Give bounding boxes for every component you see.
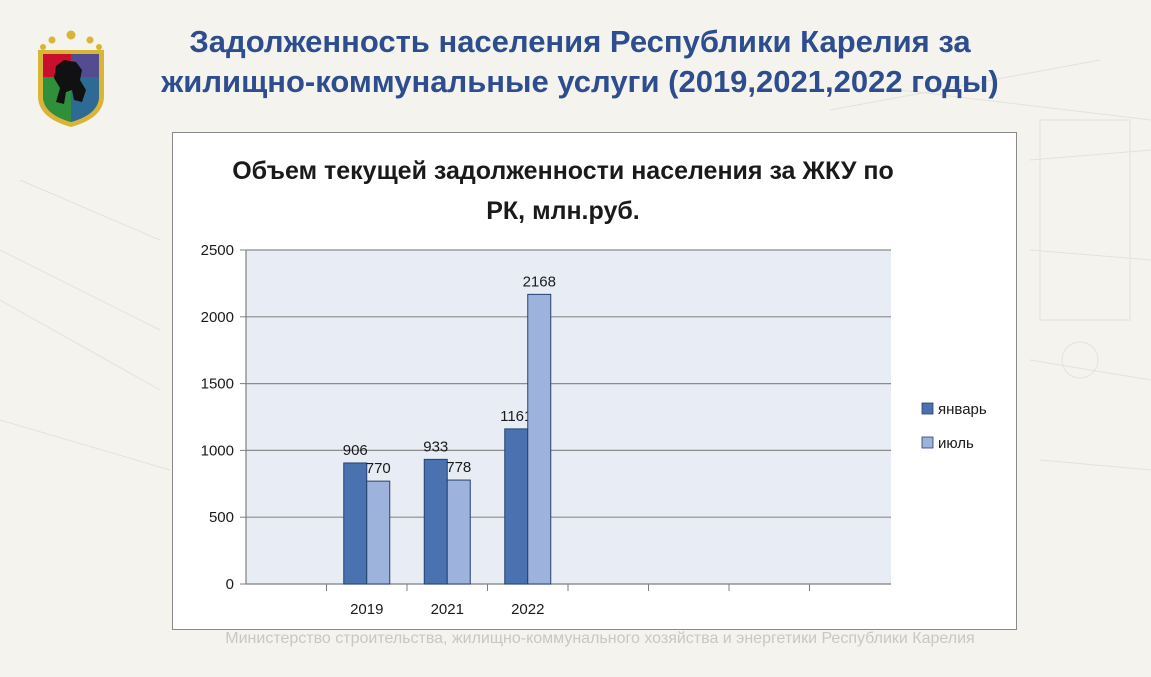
x-tick-label: 2019 <box>350 601 383 618</box>
y-tick-label: 0 <box>226 576 234 593</box>
y-tick-label: 2000 <box>201 309 234 326</box>
bar <box>446 479 471 585</box>
data-label: 1161 <box>500 408 532 425</box>
bar <box>504 428 529 585</box>
x-tick-label: 2022 <box>511 601 544 618</box>
y-tick-label: 1000 <box>201 442 234 459</box>
legend-label: июль <box>938 435 974 452</box>
slide-title: Задолженность населения Республики Карел… <box>161 24 999 99</box>
data-label: 770 <box>366 460 391 477</box>
karelia-emblem-icon <box>38 30 104 127</box>
data-label: 2168 <box>523 273 556 290</box>
y-tick-label: 1500 <box>201 376 234 393</box>
legend-swatch <box>921 436 934 449</box>
bar <box>423 458 448 585</box>
x-tick-label: 2021 <box>431 601 464 618</box>
data-label: 933 <box>423 438 448 455</box>
footer-ministry-text: Министерство строительства, жилищно-комм… <box>225 630 975 647</box>
chart-container: Объем текущей задолженности населения за… <box>172 132 1017 630</box>
plot-area <box>246 250 891 584</box>
legend-label: январь <box>938 401 987 418</box>
y-tick-label: 500 <box>209 509 234 526</box>
data-label: 906 <box>343 442 368 459</box>
bar <box>527 293 552 585</box>
legend-swatch <box>921 402 934 415</box>
chart-title: Объем текущей задолженности населения за… <box>232 157 894 225</box>
bar <box>366 480 391 585</box>
bar <box>343 462 368 585</box>
data-label: 778 <box>446 459 471 476</box>
y-tick-label: 2500 <box>201 242 234 259</box>
